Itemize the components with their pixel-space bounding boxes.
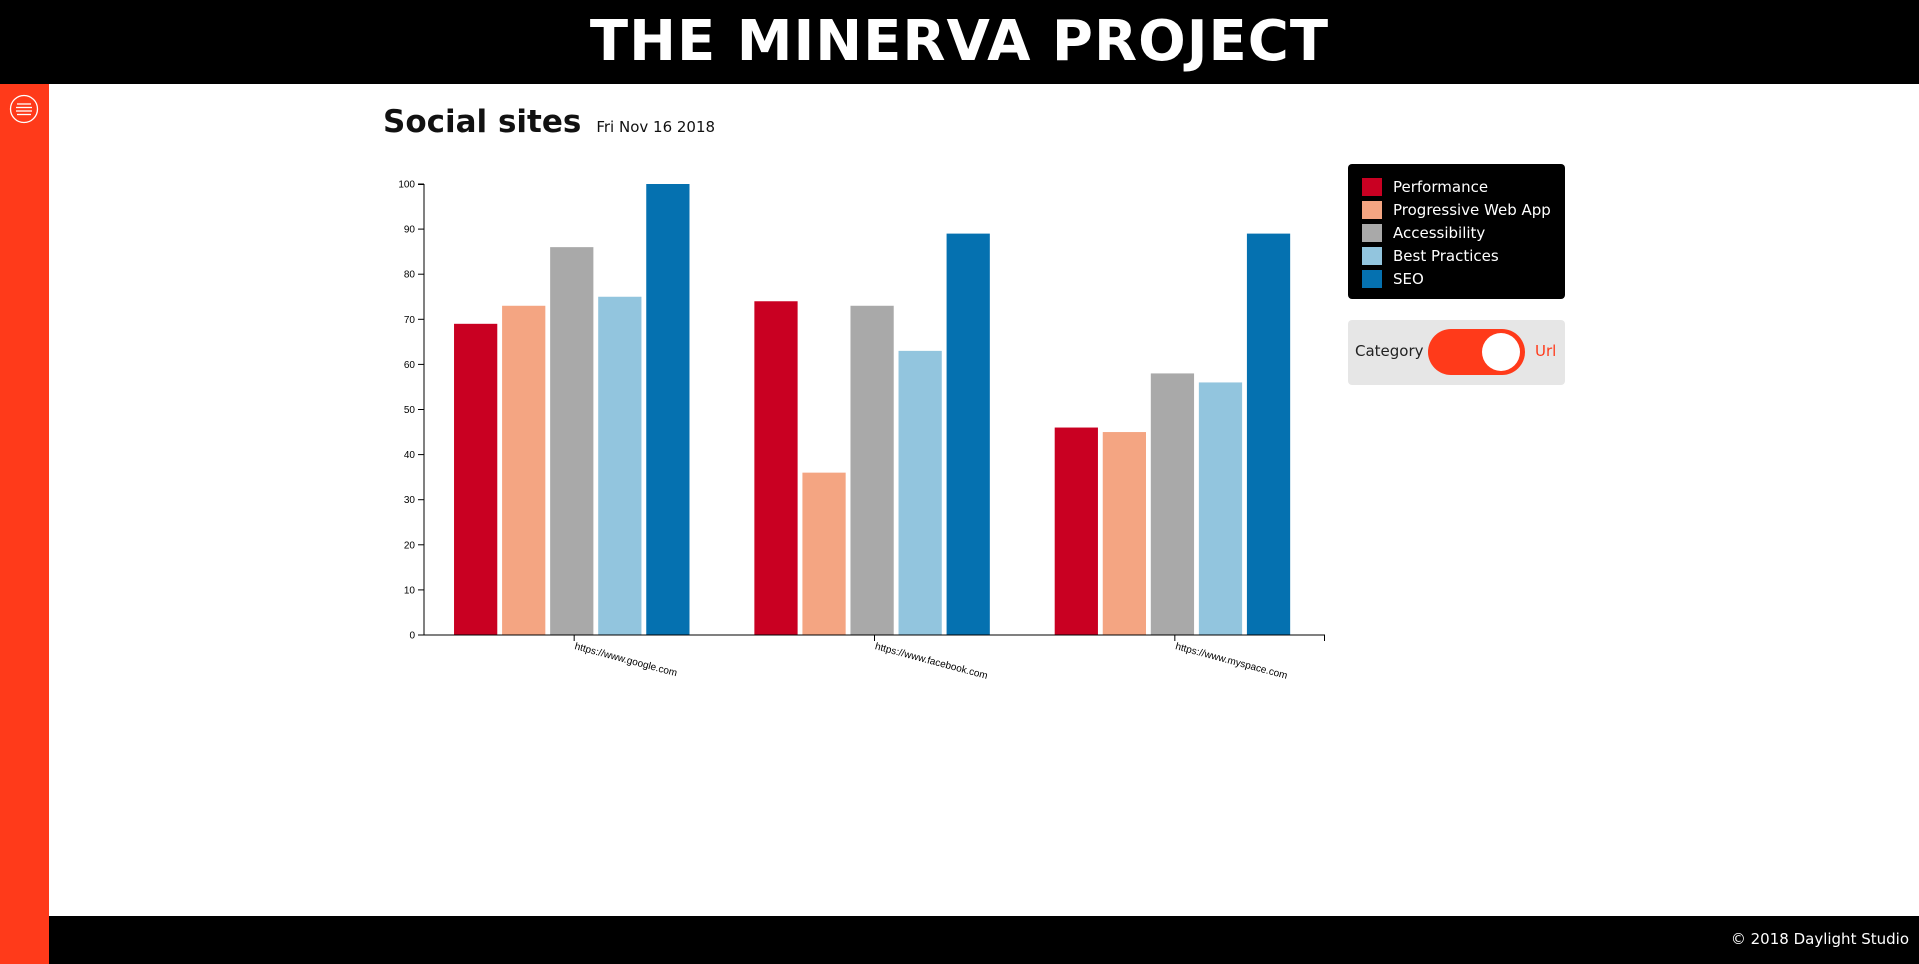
bar [550, 247, 594, 635]
bar [1198, 382, 1243, 635]
legend-item: Progressive Web App [1362, 198, 1565, 221]
x-tick-label: https://www.google.com [573, 641, 678, 679]
y-tick-label: 100 [398, 180, 415, 191]
page-heading: Social sites Fri Nov 16 2018 [383, 104, 715, 140]
bar [898, 350, 942, 635]
legend-item: Performance [1362, 175, 1565, 198]
copyright-text: © 2018 Daylight Studio [1730, 930, 1909, 948]
legend-label: Progressive Web App [1393, 200, 1551, 219]
legend-item: Accessibility [1362, 221, 1565, 244]
bar [646, 184, 690, 635]
legend-label: Performance [1393, 177, 1489, 196]
toggle-label-category: Category [1355, 342, 1424, 360]
hamburger-circle-icon [9, 94, 39, 124]
y-tick-label: 40 [404, 450, 416, 461]
app-header: THE MINERVA PROJECT [0, 0, 1919, 84]
legend-swatch [1362, 223, 1382, 242]
y-tick-label: 10 [404, 585, 416, 596]
bar [946, 233, 990, 636]
bar [850, 305, 894, 635]
legend-swatch [1362, 246, 1382, 265]
toggle-knob [1482, 333, 1520, 371]
bar [454, 323, 498, 635]
bar [754, 301, 798, 635]
legend-swatch [1362, 200, 1382, 219]
toggle-label-url: Url [1535, 342, 1557, 360]
legend-item: Best Practices [1362, 244, 1565, 267]
menu-button[interactable] [9, 94, 39, 124]
sidebar [0, 84, 49, 964]
bar [1150, 373, 1195, 635]
page-date: Fri Nov 16 2018 [596, 118, 716, 136]
legend-label: Accessibility [1393, 223, 1486, 242]
bar [1102, 432, 1147, 635]
y-tick-label: 0 [409, 631, 415, 642]
bar [1246, 233, 1291, 636]
x-tick-label: https://www.myspace.com [1174, 641, 1289, 682]
x-tick-label: https://www.facebook.com [874, 641, 989, 682]
bar [598, 296, 642, 635]
legend-label: SEO [1393, 269, 1424, 288]
y-tick-label: 20 [404, 540, 416, 551]
view-toggle-panel: Category Url [1348, 320, 1565, 385]
app-footer: © 2018 Daylight Studio [49, 916, 1919, 964]
bar [802, 472, 846, 635]
app-title: THE MINERVA PROJECT [589, 9, 1330, 74]
legend-swatch [1362, 269, 1382, 288]
legend-label: Best Practices [1393, 246, 1499, 265]
legend-swatch [1362, 177, 1382, 196]
legend-item: SEO [1362, 267, 1565, 290]
y-tick-label: 50 [404, 405, 416, 416]
bar-chart: 0 10 20 30 40 50 60 70 80 90 100 https://www.google… [398, 180, 1325, 682]
chart-legend: Performance Progressive Web App Accessibil… [1348, 164, 1565, 299]
page-title: Social sites [383, 104, 582, 140]
y-tick-label: 90 [404, 225, 416, 236]
category-url-toggle[interactable] [1428, 329, 1525, 375]
y-tick-label: 60 [404, 360, 416, 371]
y-tick-label: 80 [404, 270, 416, 281]
y-tick-label: 30 [404, 495, 416, 506]
bar [1054, 427, 1098, 635]
bar [502, 305, 546, 635]
y-tick-label: 70 [404, 315, 416, 326]
